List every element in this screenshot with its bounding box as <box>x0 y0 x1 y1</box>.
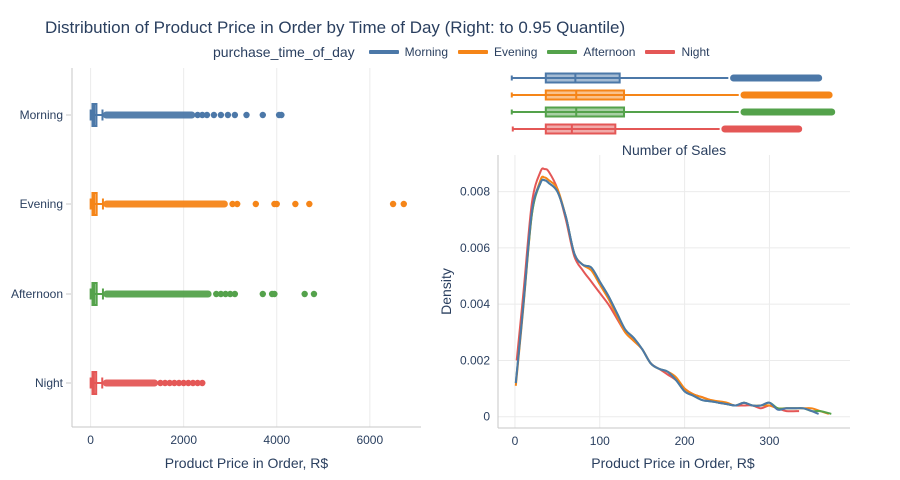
left-y-tick-morning: Morning <box>20 108 63 122</box>
marginal-outliers-night <box>721 125 803 133</box>
left-outlier-evening-4 <box>273 200 280 208</box>
marginal-box-rect-night <box>544 123 617 135</box>
left-outlier-morning-0 <box>194 111 201 119</box>
left-outlier-morning-8 <box>259 111 266 119</box>
marginal-box-plot <box>510 72 836 135</box>
legend-label-night: Night <box>681 45 710 59</box>
legend-label-evening: Evening <box>494 45 538 59</box>
density-y-tick-1: 0.002 <box>460 353 490 367</box>
marginal-box-morning <box>510 72 823 84</box>
density-y-tick-4: 0.008 <box>460 185 490 199</box>
density-x-tick-300: 300 <box>759 434 779 448</box>
left-outlier-afternoon-4 <box>231 290 239 298</box>
legend-title: purchase_time_of_day <box>213 44 355 60</box>
marginal-box-rect-evening <box>544 89 626 101</box>
left-outlier-afternoon-8 <box>301 290 308 298</box>
left-dense-outliers-night <box>102 379 159 387</box>
left-outlier-evening-5 <box>292 200 299 208</box>
left-dense-outliers-morning <box>102 111 196 119</box>
left-outlier-morning-7 <box>243 111 250 119</box>
density-line-night <box>515 167 800 413</box>
marginal-box-afternoon <box>510 106 836 118</box>
density-subtitle: Number of Sales <box>622 142 726 158</box>
marginal-box-evening <box>510 89 833 101</box>
chart-title: Distribution of Product Price in Order b… <box>45 18 626 37</box>
left-outlier-afternoon-3 <box>227 290 234 298</box>
left-outlier-night-8 <box>194 379 201 387</box>
legend: purchase_time_of_day Morning Evening Aft… <box>213 43 719 61</box>
marginal-outliers-evening <box>740 91 833 99</box>
legend-swatch-morning <box>368 50 399 54</box>
left-box-plot: 0 2000 4000 6000 Morning Evening Afternoon Nigh… <box>11 68 421 471</box>
left-outlier-night-0 <box>157 379 164 387</box>
left-x-tick-2000: 2000 <box>170 433 197 447</box>
left-y-tick-afternoon: Afternoon <box>11 287 63 301</box>
marginal-box-rect-afternoon <box>544 106 626 118</box>
left-outlier-night-7 <box>189 379 197 387</box>
marginal-outliers-morning <box>730 74 823 82</box>
left-outlier-night-5 <box>180 379 187 387</box>
density-y-tick-0: 0 <box>483 410 490 424</box>
left-outlier-morning-6 <box>231 111 239 119</box>
left-y-tick-evening: Evening <box>20 197 63 211</box>
left-outlier-morning-4 <box>217 111 225 119</box>
left-outlier-afternoon-2 <box>222 290 229 298</box>
density-x-tick-0: 0 <box>512 434 519 448</box>
left-outlier-morning-1 <box>199 111 206 119</box>
density-x-tick-100: 100 <box>590 434 610 448</box>
legend-item-morning[interactable]: Morning <box>368 45 449 59</box>
marginal-box-night <box>511 123 803 135</box>
left-outlier-night-2 <box>166 379 173 387</box>
legend-label-morning: Morning <box>404 45 449 59</box>
left-outlier-night-9 <box>199 379 206 387</box>
left-outlier-afternoon-7 <box>271 290 278 298</box>
density-plot: 0 0.002 0.004 0.006 0.008 0 100 200 300 Product P… <box>438 142 850 471</box>
left-box-night <box>89 371 206 395</box>
density-x-tick-200: 200 <box>675 434 695 448</box>
legend-label-afternoon: Afternoon <box>583 45 636 59</box>
left-y-tick-night: Night <box>35 376 64 390</box>
legend-swatch-evening <box>458 50 489 54</box>
density-x-axis-title: Product Price in Order, R$ <box>591 455 755 471</box>
marginal-box-rect-morning <box>544 72 621 84</box>
left-x-axis-title: Product Price in Order, R$ <box>165 455 329 471</box>
legend-swatch-night <box>645 50 676 54</box>
density-y-axis-title: Density <box>438 268 454 315</box>
left-box-morning <box>89 103 285 127</box>
left-outlier-afternoon-1 <box>217 290 225 298</box>
left-x-tick-0: 0 <box>87 433 94 447</box>
left-dense-outliers-afternoon <box>103 290 212 298</box>
density-y-tick-2: 0.004 <box>460 297 490 311</box>
left-outlier-evening-0 <box>229 200 236 208</box>
left-outlier-evening-6 <box>306 200 313 208</box>
legend-item-evening[interactable]: Evening <box>458 45 537 59</box>
left-dense-outliers-evening <box>103 200 228 208</box>
left-outlier-morning-3 <box>210 111 218 119</box>
left-outlier-evening-8 <box>400 200 407 208</box>
left-outlier-night-1 <box>161 379 169 387</box>
marginal-outliers-afternoon <box>740 108 836 116</box>
left-box-evening <box>89 192 407 216</box>
legend-item-afternoon[interactable]: Afternoon <box>547 45 635 59</box>
density-line-morning <box>514 178 819 415</box>
left-outlier-night-4 <box>175 379 183 387</box>
left-outlier-morning-10 <box>278 111 285 119</box>
left-outlier-evening-1 <box>233 200 241 208</box>
left-outlier-morning-2 <box>203 111 211 119</box>
legend-swatch-afternoon <box>547 50 578 54</box>
left-outlier-evening-2 <box>252 200 260 208</box>
left-outlier-night-3 <box>171 379 178 387</box>
left-outlier-afternoon-9 <box>310 290 318 298</box>
left-outlier-morning-5 <box>224 111 232 119</box>
left-outlier-night-6 <box>185 379 192 387</box>
left-outlier-afternoon-5 <box>259 290 266 298</box>
left-outlier-evening-7 <box>389 200 397 208</box>
left-x-tick-4000: 4000 <box>263 433 290 447</box>
left-outlier-afternoon-0 <box>213 290 220 298</box>
left-box-afternoon <box>89 282 318 306</box>
left-x-tick-6000: 6000 <box>356 433 383 447</box>
density-y-tick-3: 0.006 <box>460 241 490 255</box>
legend-item-night[interactable]: Night <box>645 45 709 59</box>
